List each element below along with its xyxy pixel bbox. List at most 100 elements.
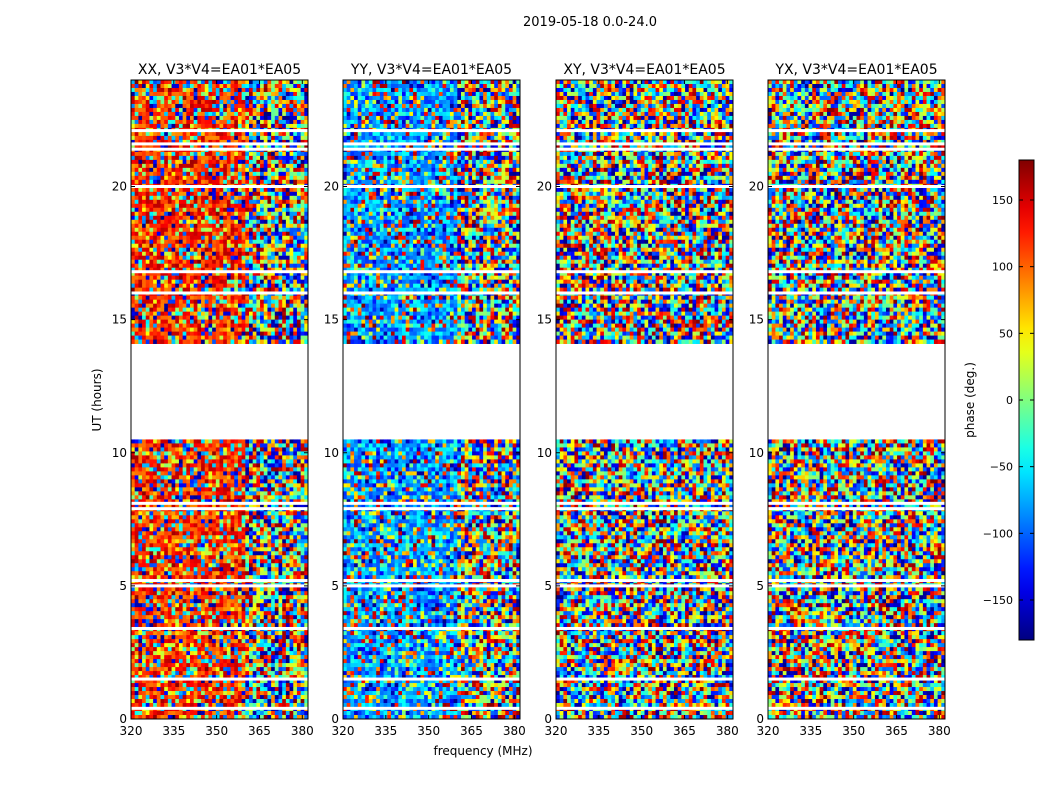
heatmap-cell	[161, 224, 165, 228]
heatmap-cell	[135, 108, 139, 112]
heatmap-cell	[161, 156, 165, 160]
heatmap-cell	[208, 236, 212, 240]
heatmap-cell	[271, 200, 275, 204]
heatmap-cell	[290, 220, 294, 224]
heatmap-cell	[146, 104, 150, 108]
heatmap-cell	[153, 132, 157, 136]
heatmap-cell	[260, 156, 264, 160]
heatmap-cell	[293, 104, 297, 108]
heatmap-cell	[212, 168, 216, 172]
heatmap-cell	[249, 80, 253, 84]
heatmap-cell	[194, 92, 198, 96]
heatmap-cell	[190, 208, 194, 212]
heatmap-cell	[234, 224, 238, 228]
heatmap-cell	[175, 92, 179, 96]
heatmap-cell	[293, 168, 297, 172]
heatmap-cell	[138, 188, 142, 192]
heatmap-cell	[234, 156, 238, 160]
heatmap-cell	[197, 168, 201, 172]
heatmap-cell	[301, 120, 305, 124]
heatmap-cell	[201, 168, 205, 172]
heatmap-cell	[146, 172, 150, 176]
heatmap-cell	[297, 88, 301, 92]
heatmap-cell	[131, 112, 135, 116]
heatmap-cell	[293, 156, 297, 160]
heatmap-cell	[245, 108, 249, 112]
heatmap-cell	[208, 176, 212, 180]
heatmap-cell	[264, 216, 268, 220]
heatmap-cell	[183, 152, 187, 156]
heatmap-cell	[297, 152, 301, 156]
heatmap-cell	[279, 132, 283, 136]
heatmap-cell	[227, 152, 231, 156]
heatmap-cell	[227, 196, 231, 200]
heatmap-cell	[286, 108, 290, 112]
heatmap-cell	[271, 80, 275, 84]
heatmap-cell	[260, 132, 264, 136]
heatmap-cell	[249, 84, 253, 88]
heatmap-cell	[245, 100, 249, 104]
heatmap-cell	[231, 104, 235, 108]
heatmap-cell	[131, 92, 135, 96]
heatmap-cell	[190, 96, 194, 100]
heatmap-cell	[153, 96, 157, 100]
heatmap-cell	[194, 208, 198, 212]
heatmap-cell	[290, 92, 294, 96]
heatmap-cell	[279, 232, 283, 236]
heatmap-cell	[256, 84, 260, 88]
heatmap-cell	[146, 108, 150, 112]
heatmap-cell	[186, 136, 190, 140]
heatmap-cell	[256, 136, 260, 140]
heatmap-cell	[282, 228, 286, 232]
heatmap-cell	[297, 136, 301, 140]
heatmap-cell	[179, 188, 183, 192]
heatmap-cell	[172, 116, 176, 120]
heatmap-cell	[175, 200, 179, 204]
heatmap-cell	[297, 204, 301, 208]
heatmap-cell	[197, 120, 201, 124]
heatmap-cell	[194, 120, 198, 124]
heatmap-cell	[168, 192, 172, 196]
heatmap-cell	[275, 208, 279, 212]
heatmap-cell	[205, 196, 209, 200]
heatmap-cell	[264, 84, 268, 88]
heatmap-cell	[290, 120, 294, 124]
heatmap-cell	[231, 156, 235, 160]
heatmap-cell	[275, 100, 279, 104]
heatmap-cell	[301, 176, 305, 180]
heatmap-cell	[290, 136, 294, 140]
heatmap-cell	[267, 196, 271, 200]
heatmap-cell	[253, 152, 257, 156]
heatmap-cell	[197, 100, 201, 104]
heatmap-cell	[223, 208, 227, 212]
heatmap-cell	[153, 84, 157, 88]
heatmap-cell	[201, 164, 205, 168]
heatmap-cell	[275, 152, 279, 156]
heatmap-cell	[190, 84, 194, 88]
heatmap-cell	[256, 192, 260, 196]
heatmap-cell	[212, 84, 216, 88]
heatmap-cell	[234, 196, 238, 200]
heatmap-cell	[234, 104, 238, 108]
heatmap-cell	[297, 220, 301, 224]
heatmap-cell	[297, 156, 301, 160]
heatmap-cell	[290, 116, 294, 120]
heatmap-cell	[227, 112, 231, 116]
heatmap-cell	[146, 152, 150, 156]
heatmap-cell	[242, 156, 246, 160]
heatmap-cell	[157, 152, 161, 156]
heatmap-cell	[253, 120, 257, 124]
heatmap-cell	[205, 136, 209, 140]
heatmap-cell	[271, 224, 275, 228]
heatmap-cell	[194, 96, 198, 100]
heatmap-cell	[194, 236, 198, 240]
heatmap-cell	[190, 200, 194, 204]
heatmap-cell	[183, 156, 187, 160]
heatmap-cell	[175, 160, 179, 164]
heatmap-cell	[161, 132, 165, 136]
heatmap-cell	[242, 168, 246, 172]
heatmap-cell	[220, 232, 224, 236]
heatmap-cell	[179, 120, 183, 124]
heatmap-cell	[197, 156, 201, 160]
heatmap-cell	[142, 192, 146, 196]
